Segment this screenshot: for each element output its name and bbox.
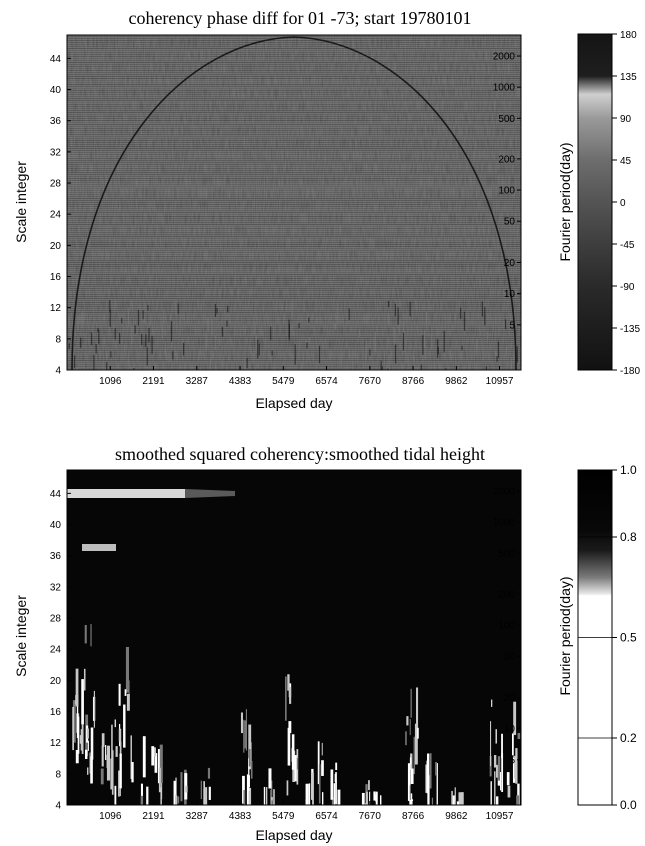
x-tick-label: 2191 xyxy=(142,376,165,387)
x-tick-label: 4383 xyxy=(229,376,252,387)
x-tick-label: 9862 xyxy=(445,376,468,387)
y2-axis-label: Fourier period(day) xyxy=(557,576,573,695)
cone-of-influence xyxy=(71,36,517,370)
x-tick-label: 10957 xyxy=(486,376,514,387)
y2-tick-label: 2000 xyxy=(493,52,516,63)
x-tick-label: 1096 xyxy=(99,811,122,822)
y-tick-label: 28 xyxy=(50,614,62,625)
y2-tick-label: 100 xyxy=(498,186,515,197)
y-tick-label: 12 xyxy=(50,303,62,314)
y2-tick-label: 2000 xyxy=(493,487,516,498)
y2-tick-label: 100 xyxy=(498,621,515,632)
colorbar-tick-label: -45 xyxy=(620,240,635,251)
y-tick-label: 16 xyxy=(50,272,62,283)
x-tick-label: 10957 xyxy=(486,811,514,822)
colorbar-tick-label: 0.0 xyxy=(620,798,637,812)
y-tick-label: 36 xyxy=(50,551,62,562)
y2-tick-label: 1000 xyxy=(493,83,516,94)
coherency-low-regions xyxy=(72,624,521,805)
y2-tick-label: 10 xyxy=(504,724,516,735)
x-tick-label: 9862 xyxy=(445,811,468,822)
y-tick-label: 40 xyxy=(50,520,62,531)
y2-tick-label: 5 xyxy=(509,320,515,331)
colorbar-tick-label: 180 xyxy=(620,30,637,41)
colorbar-tick-label: 0.8 xyxy=(620,530,637,544)
y-tick-label: 32 xyxy=(50,582,62,593)
y-tick-label: 32 xyxy=(50,147,62,158)
colorbar-tick-label: 0.5 xyxy=(620,631,637,645)
x-tick-label: 8766 xyxy=(402,376,425,387)
y-tick-label: 24 xyxy=(50,210,62,221)
coherency-band-44 xyxy=(67,489,185,498)
y2-tick-label: 50 xyxy=(504,652,516,663)
y-tick-label: 8 xyxy=(55,769,61,780)
y2-tick-label: 10 xyxy=(504,289,516,300)
y-tick-label: 20 xyxy=(50,241,62,252)
heatmap-coherency xyxy=(67,470,521,805)
panel-coherency: smoothed squared coherency:smoothed tida… xyxy=(13,444,637,843)
y-tick-label: 24 xyxy=(50,645,62,656)
y-tick-label: 28 xyxy=(50,179,62,190)
colorbar-tick-label: -90 xyxy=(620,282,635,293)
y-tick-label: 44 xyxy=(50,54,62,65)
y2-tick-label: 500 xyxy=(498,114,515,125)
y2-tick-label: 50 xyxy=(504,217,516,228)
panel-phase-diff: coherency phase diff for 01 -73; start 1… xyxy=(13,8,640,411)
y-axis-label: Scale integer xyxy=(13,161,29,243)
y-tick-label: 36 xyxy=(50,116,62,127)
x-tick-label: 7670 xyxy=(359,376,382,387)
colorbar-tick-label: 135 xyxy=(620,72,637,83)
y-tick-label: 40 xyxy=(50,85,62,96)
colorbar-tick-label: -180 xyxy=(620,366,640,377)
y-tick-label: 4 xyxy=(55,366,61,377)
x-tick-label: 1096 xyxy=(99,376,122,387)
heatmap-phase-diff xyxy=(67,35,521,370)
y-tick-label: 8 xyxy=(55,334,61,345)
x-tick-label: 6574 xyxy=(315,811,338,822)
plot-frame xyxy=(66,469,522,806)
colorbar-tick-label: 1.0 xyxy=(620,463,637,477)
x-tick-label: 7670 xyxy=(359,811,382,822)
x-tick-label: 3287 xyxy=(186,811,209,822)
coherency-band-44-tail xyxy=(185,489,235,498)
colorbar-tick-label: 0.2 xyxy=(620,731,637,745)
y2-tick-label: 1000 xyxy=(493,518,516,529)
heatmap-texture xyxy=(67,36,521,370)
x-tick-label: 3287 xyxy=(186,376,209,387)
x-tick-label: 8766 xyxy=(402,811,425,822)
y2-axis-label: Fourier period(day) xyxy=(557,142,573,261)
plot-frame xyxy=(66,34,522,371)
x-tick-label: 4383 xyxy=(229,811,252,822)
x-tick-label: 5479 xyxy=(272,811,295,822)
y2-tick-label: 20 xyxy=(504,258,516,269)
y2-tick-label: 500 xyxy=(498,549,515,560)
x-tick-label: 2191 xyxy=(142,811,165,822)
y-tick-label: 16 xyxy=(50,707,62,718)
y2-tick-label: 20 xyxy=(504,693,516,704)
chart-title: coherency phase diff for 01 -73; start 1… xyxy=(128,8,471,28)
colorbar-phase xyxy=(577,33,613,371)
x-tick-label: 5479 xyxy=(272,376,295,387)
y-tick-label: 4 xyxy=(55,801,61,812)
y2-tick-label: 200 xyxy=(498,589,515,600)
chart-title: smoothed squared coherency:smoothed tida… xyxy=(115,444,485,464)
x-axis-label: Elapsed day xyxy=(255,827,332,843)
y-tick-label: 44 xyxy=(50,489,62,500)
y2-tick-label: 5 xyxy=(509,755,515,766)
colorbar-tick-label: 0 xyxy=(620,198,626,209)
colorbar-tick-label: 90 xyxy=(620,114,632,125)
y-tick-label: 12 xyxy=(50,738,62,749)
x-tick-label: 6574 xyxy=(315,376,338,387)
y2-tick-label: 200 xyxy=(498,154,515,165)
colorbar-tick-label: -135 xyxy=(620,324,640,335)
coherency-band-37 xyxy=(82,544,116,551)
x-axis-label: Elapsed day xyxy=(255,395,332,411)
y-axis-label: Scale integer xyxy=(13,595,29,677)
y-tick-label: 20 xyxy=(50,676,62,687)
colorbar-tick-label: 45 xyxy=(620,156,632,167)
